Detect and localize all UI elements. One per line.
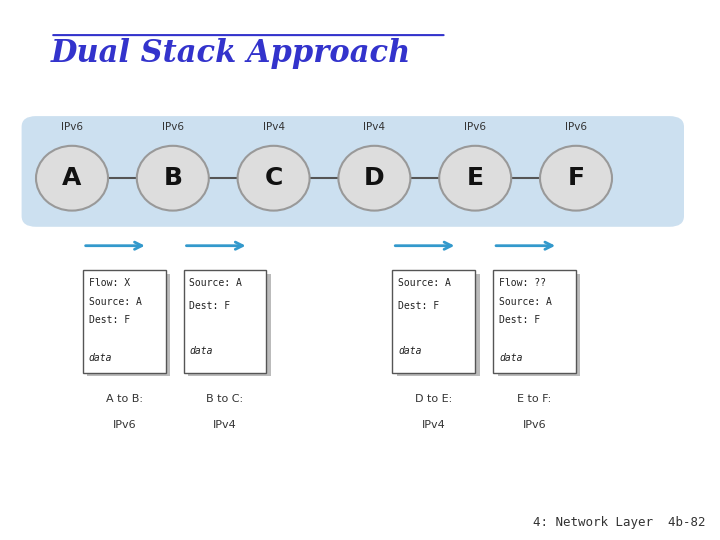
Text: IPv6: IPv6 [61,122,83,132]
Text: Dest: F: Dest: F [499,315,540,326]
Ellipse shape [439,146,511,211]
Text: B to C:: B to C: [207,394,243,404]
Text: data: data [499,353,523,363]
Ellipse shape [540,146,612,211]
Text: A to B:: A to B: [106,394,143,404]
Text: 4: Network Layer  4b-82: 4: Network Layer 4b-82 [533,516,706,529]
Text: C: C [264,166,283,190]
FancyBboxPatch shape [392,270,475,373]
Text: Dual Stack Approach: Dual Stack Approach [50,38,410,69]
Text: Dest: F: Dest: F [89,315,130,326]
Text: IPv4: IPv4 [422,420,446,430]
Ellipse shape [137,146,209,211]
Text: IPv4: IPv4 [213,420,237,430]
Text: Source: A: Source: A [89,297,141,307]
Text: D: D [364,166,384,190]
Text: IPv6: IPv6 [523,420,546,430]
Text: data: data [398,347,422,356]
FancyBboxPatch shape [397,274,480,376]
Text: IPv6: IPv6 [112,420,136,430]
Text: E to F:: E to F: [518,394,552,404]
Text: Dest: F: Dest: F [398,301,439,311]
Text: IPv6: IPv6 [565,122,587,132]
FancyBboxPatch shape [22,116,684,227]
FancyBboxPatch shape [83,270,166,373]
Text: Flow: ??: Flow: ?? [499,278,546,288]
Text: IPv6: IPv6 [162,122,184,132]
FancyBboxPatch shape [493,270,576,373]
Text: D to E:: D to E: [415,394,452,404]
FancyBboxPatch shape [188,274,271,376]
Text: Dest: F: Dest: F [189,301,230,311]
Text: IPv6: IPv6 [464,122,486,132]
Ellipse shape [238,146,310,211]
Ellipse shape [36,146,108,211]
Text: Source: A: Source: A [499,297,552,307]
Text: IPv4: IPv4 [263,122,284,132]
Text: data: data [89,353,112,363]
Text: IPv4: IPv4 [364,122,385,132]
Ellipse shape [338,146,410,211]
Text: F: F [567,166,585,190]
Text: data: data [189,347,213,356]
FancyBboxPatch shape [498,274,580,376]
Text: Source: A: Source: A [189,278,242,288]
FancyBboxPatch shape [184,270,266,373]
Text: E: E [467,166,484,190]
Text: Flow: X: Flow: X [89,278,130,288]
Text: B: B [163,166,182,190]
Text: A: A [63,166,81,190]
Text: Source: A: Source: A [398,278,451,288]
FancyBboxPatch shape [87,274,170,376]
